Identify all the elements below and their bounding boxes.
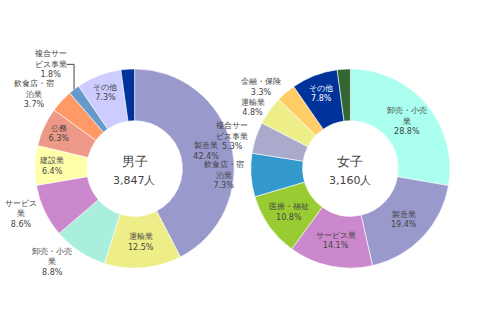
svg-text:建設業6.4%: 建設業6.4% <box>39 156 64 175</box>
svg-text:卸売・小売業28.8%: 卸売・小売業28.8% <box>387 106 427 136</box>
svg-text:複合サービス事業1.8%: 複合サービス事業1.8% <box>35 49 67 79</box>
svg-text:製造業42.4%: 製造業42.4% <box>193 141 219 160</box>
svg-text:男子: 男子 <box>122 154 148 169</box>
svg-text:サービス業8.6%: サービス業8.6% <box>5 199 37 229</box>
svg-text:公務6.3%: 公務6.3% <box>49 124 70 143</box>
svg-text:運輸業4.8%: 運輸業4.8% <box>241 98 265 117</box>
svg-text:製造業19.4%: 製造業19.4% <box>391 210 417 229</box>
svg-text:サービス業14.1%: サービス業14.1% <box>316 231 356 250</box>
svg-text:女子: 女子 <box>337 154 363 169</box>
svg-text:その他7.3%: その他7.3% <box>93 83 117 102</box>
svg-text:医療・福祉10.8%: 医療・福祉10.8% <box>269 202 309 221</box>
svg-text:複合サービス事業5.3%: 複合サービス事業5.3% <box>216 121 248 151</box>
svg-text:卸売・小売業8.8%: 卸売・小売業8.8% <box>32 247 72 277</box>
svg-text:金融・保険3.3%: 金融・保険3.3% <box>241 77 281 96</box>
svg-text:運輸業12.5%: 運輸業12.5% <box>128 232 154 251</box>
svg-text:飲食店・宿泊業3.7%: 飲食店・宿泊業3.7% <box>14 79 54 109</box>
svg-text:3,160人: 3,160人 <box>329 174 372 187</box>
svg-text:その他7.8%: その他7.8% <box>309 84 333 103</box>
svg-text:3,847人: 3,847人 <box>113 174 156 187</box>
svg-text:飲食店・宿泊業7.3%: 飲食店・宿泊業7.3% <box>204 160 244 190</box>
